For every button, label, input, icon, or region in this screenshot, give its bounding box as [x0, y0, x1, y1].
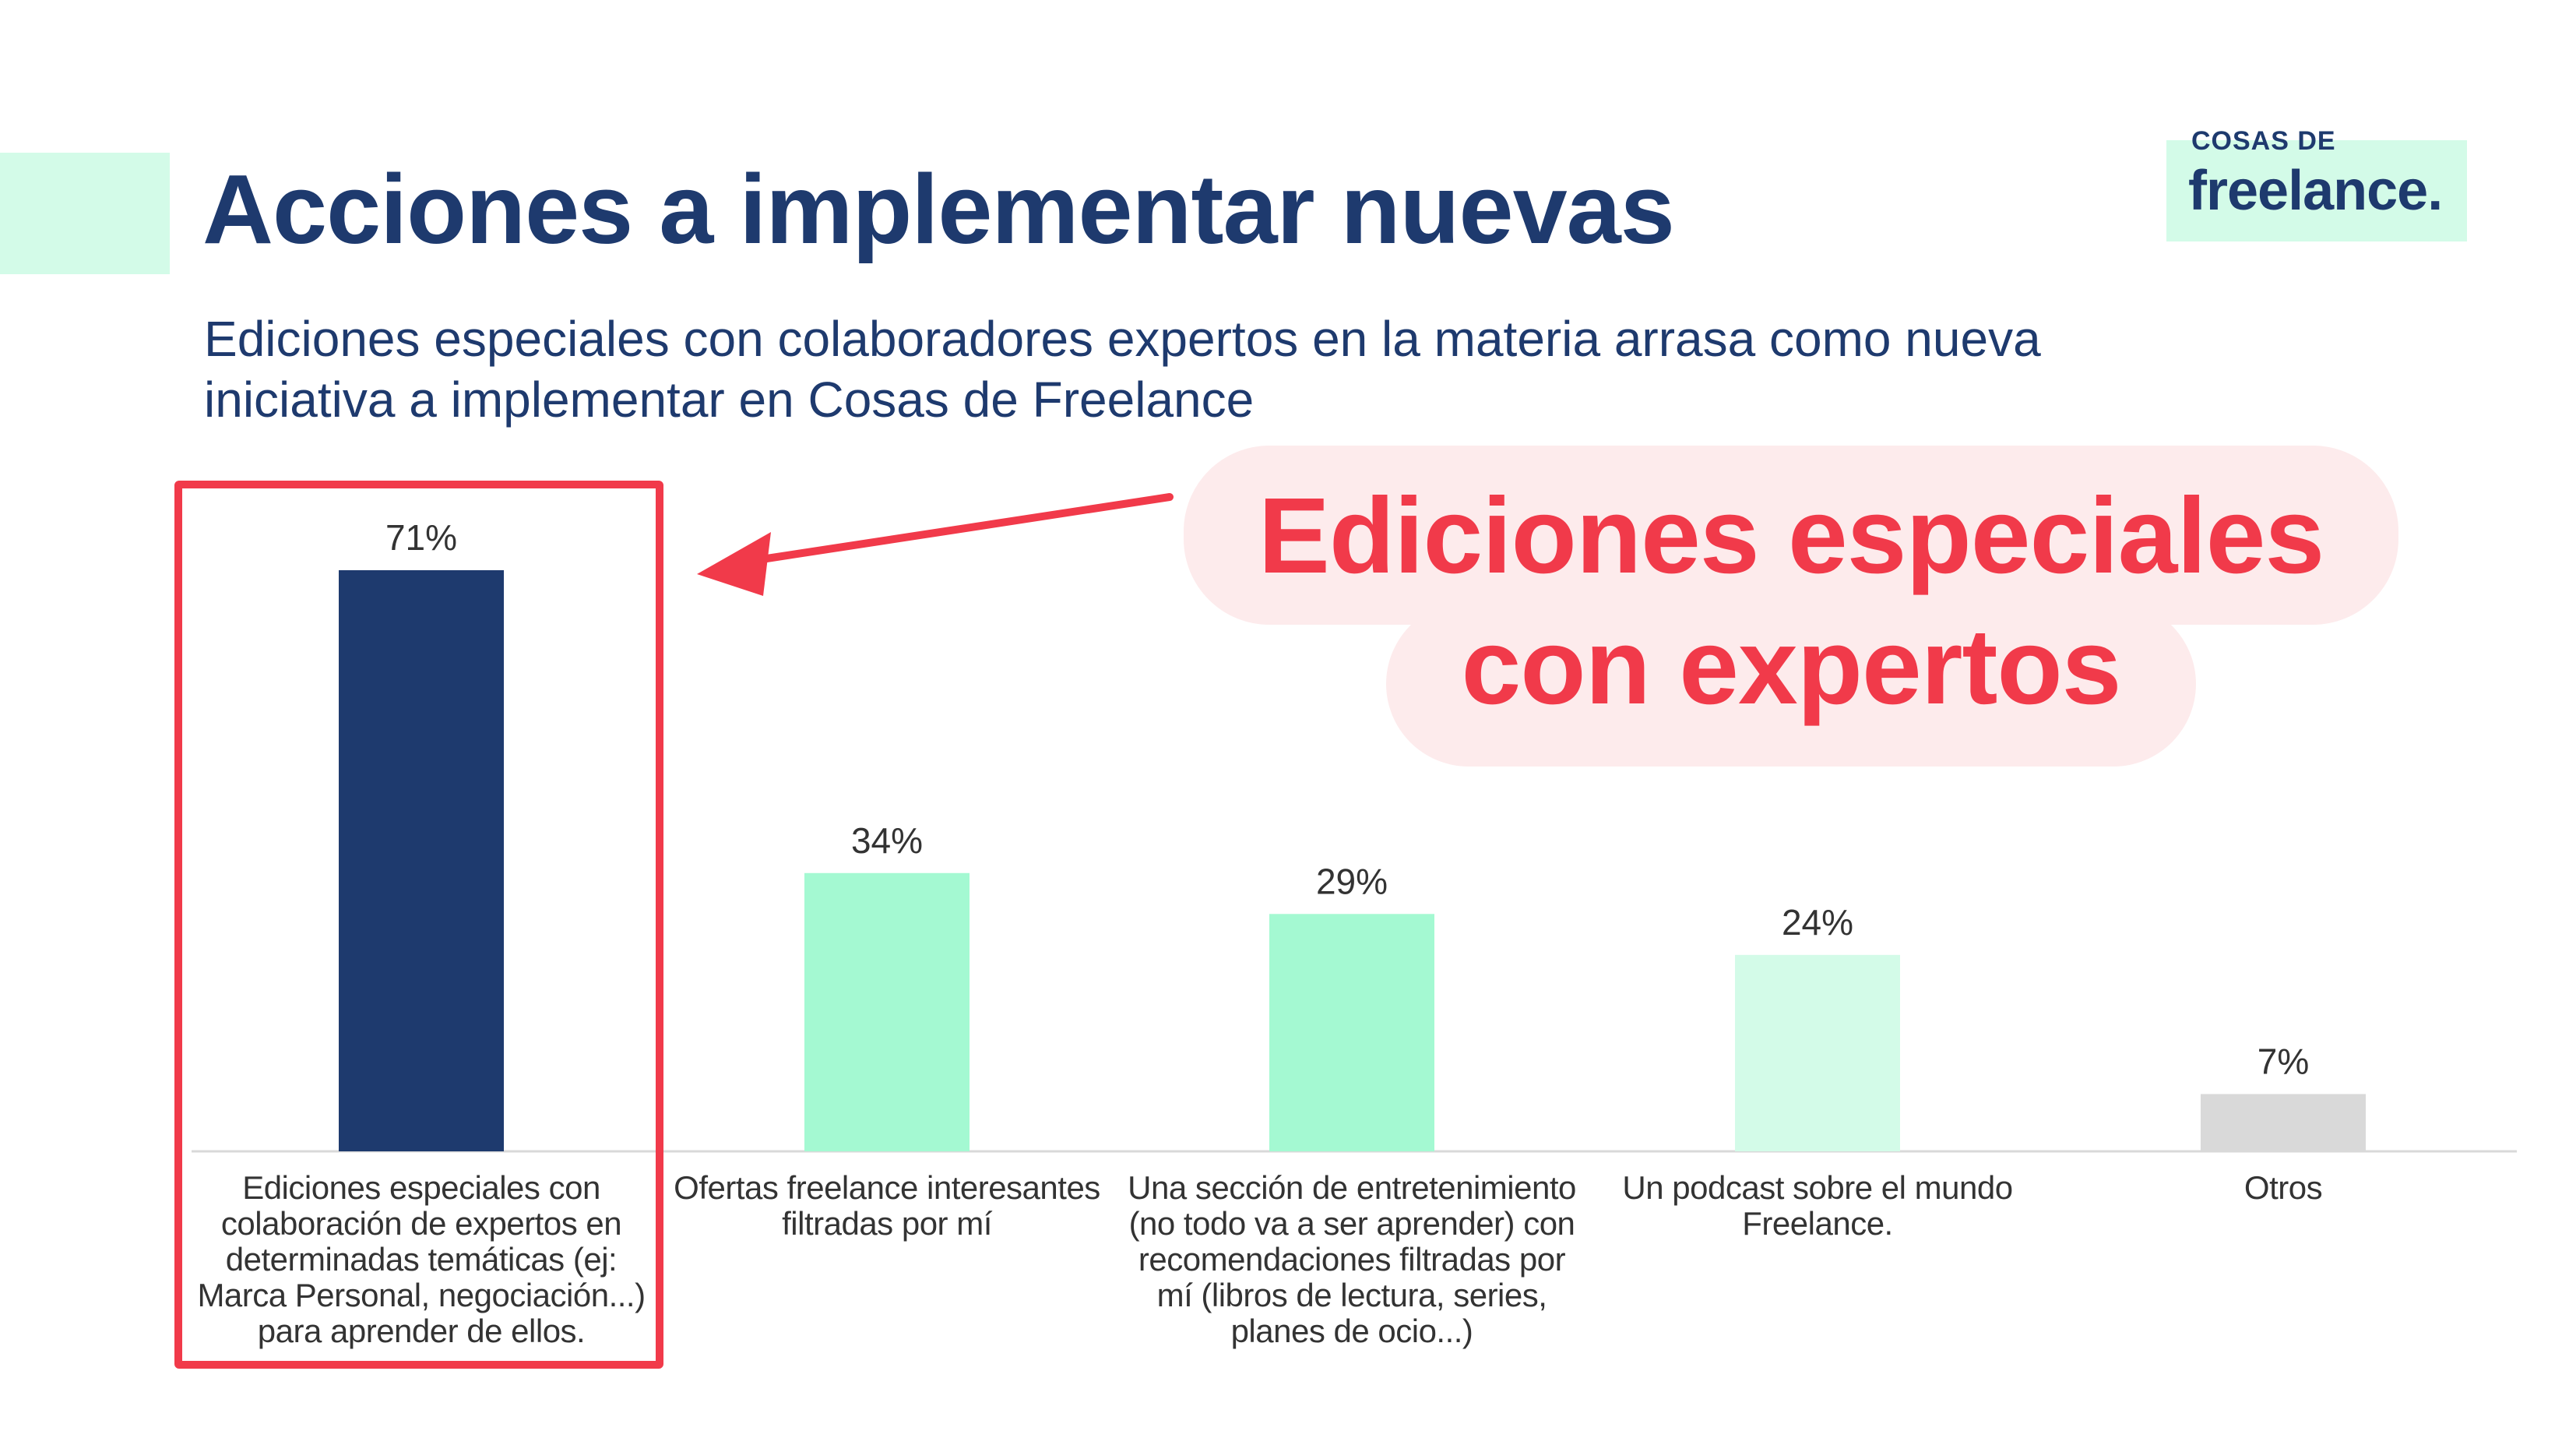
category-label-4: Un podcast sobre el mundo Freelance. — [1622, 1169, 2013, 1242]
category-label-3: Una sección de entretenimiento (no todo … — [1128, 1169, 1576, 1349]
bar-1 — [339, 570, 504, 1151]
category-label-2: Ofertas freelance interesantes filtradas… — [674, 1169, 1100, 1242]
bars-group — [339, 570, 2366, 1151]
bar-3 — [1269, 914, 1434, 1151]
callout-text: Ediciones especiales con expertos — [1258, 476, 2324, 727]
highlight-box — [174, 481, 663, 1369]
value-label-5: 7% — [2258, 1041, 2309, 1081]
page-title: Acciones a implementar nuevas — [202, 154, 1675, 264]
bar-5 — [2201, 1094, 2366, 1151]
value-label-3: 29% — [1316, 861, 1388, 901]
accent-block — [0, 153, 170, 274]
category-label-5: Otros — [2243, 1169, 2323, 1206]
value-label-4: 24% — [1782, 902, 1853, 943]
bar-4 — [1735, 954, 1900, 1151]
callout: Ediciones especiales con expertos — [1184, 446, 2398, 767]
bar-2 — [804, 872, 970, 1151]
page-subtitle: Ediciones especiales con colaboradores e… — [204, 311, 2041, 428]
arrow-head-icon — [697, 532, 771, 596]
value-label-2: 34% — [851, 820, 923, 861]
value-label-1: 71% — [385, 517, 457, 558]
logo — [2166, 140, 2467, 241]
callout-arrow — [758, 493, 1174, 563]
category-label-1: Ediciones especiales con colaboración de… — [197, 1169, 646, 1349]
value-labels-group: 71% 34% 29% 24% 7% — [385, 517, 2309, 1081]
callout-pill-bottom — [1386, 601, 2196, 767]
logo-top-text: COSAS DE — [2191, 126, 2336, 156]
logo-main-text: freelance. — [2188, 160, 2443, 222]
callout-pill-top — [1184, 446, 2398, 625]
